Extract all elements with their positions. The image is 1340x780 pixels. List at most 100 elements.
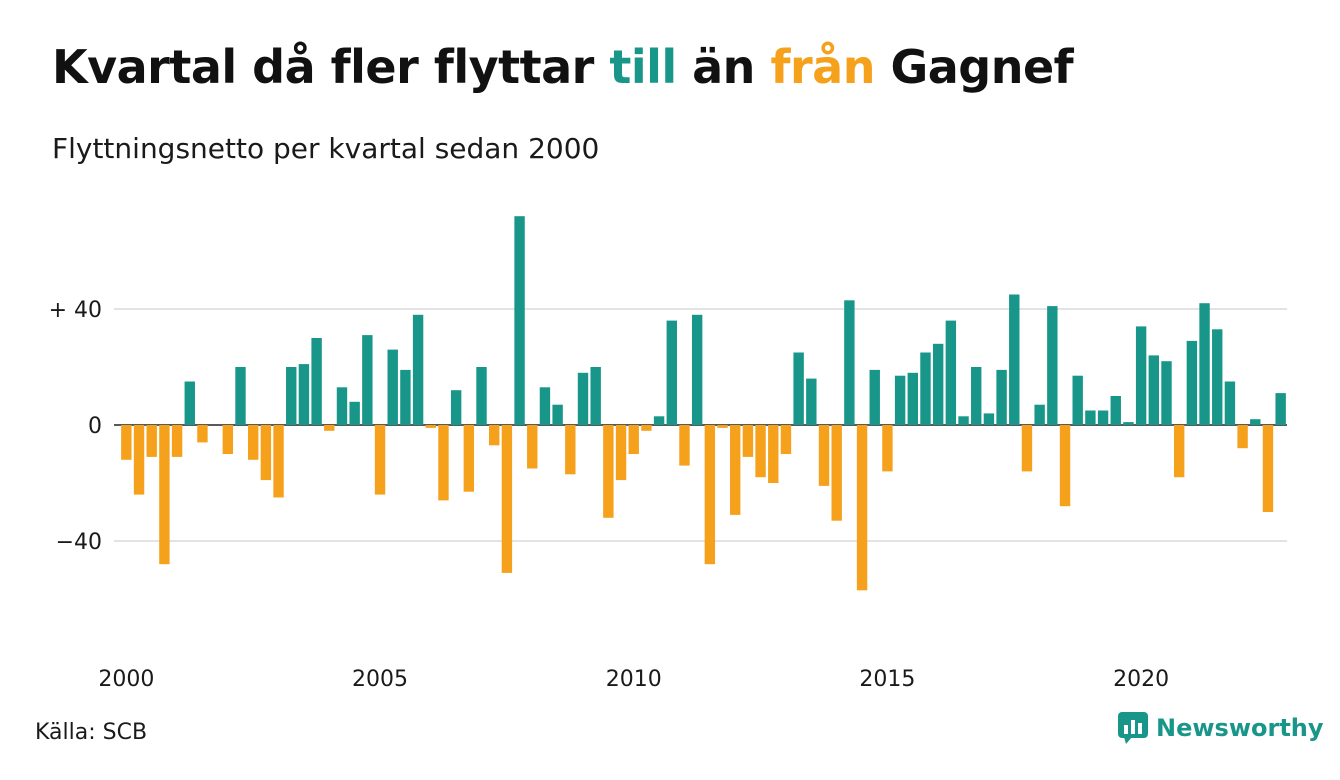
bar [894,375,906,425]
source-note: Källa: SCB [35,720,148,745]
bar [1047,306,1058,425]
bar [121,425,132,460]
bar [1009,294,1020,425]
bar [539,387,551,425]
brand-name: Newsworthy [1156,714,1324,742]
bar [793,352,804,425]
bar [603,425,614,518]
title-word-fran: från [770,40,875,94]
bar [1123,422,1134,425]
bar [489,425,500,446]
y-tick-label: 0 [88,414,102,439]
bar [1148,355,1160,425]
bar [1173,425,1185,478]
bar [527,425,538,469]
bar [920,352,931,425]
bar [869,369,880,425]
bar [247,425,259,460]
bar [565,425,576,475]
bar [387,349,398,425]
bar [133,425,145,495]
bar [197,425,208,443]
bar [1186,340,1198,425]
title-word-till: till [609,40,677,94]
x-tick-label: 2015 [859,667,915,692]
bar [932,343,944,425]
bar [882,425,893,472]
bar [1224,381,1236,425]
bar [628,425,639,454]
bars [121,216,1286,591]
bar [958,416,969,425]
bar [1262,425,1274,512]
bar [425,425,436,428]
bar [222,425,234,454]
bar [945,320,957,425]
bar [146,425,157,457]
bar [1097,410,1109,425]
bar [298,364,310,425]
bar [730,425,741,515]
bar [1212,329,1223,425]
bar [235,367,246,425]
bar [311,338,322,425]
bar [412,314,424,425]
bar [653,416,665,425]
bar [514,216,525,425]
bar-chart: + 40 0 −40 2000 2005 2010 2015 2020 [49,216,1287,692]
bar [260,425,272,481]
bar [806,378,817,425]
x-tick-label: 2020 [1113,667,1169,692]
bar [184,381,195,425]
chart-subtitle: Flyttningsnetto per kvartal sedan 2000 [52,132,600,165]
y-tick-label: −40 [56,530,102,555]
bar [996,369,1007,425]
bar [717,425,728,428]
bar [336,387,348,425]
bar [577,372,589,425]
bar [273,425,284,498]
newsworthy-logo-icon [1118,712,1148,744]
chart-title: Kvartal då fler flyttar till än från Gag… [52,40,1074,94]
bar [641,425,652,431]
bar [907,372,918,425]
bar [1034,404,1045,425]
bar [666,320,677,425]
bar [1021,425,1033,472]
bar [704,425,716,565]
bar [1072,375,1083,425]
bar [780,425,792,454]
bar [324,425,335,431]
bar [691,314,703,425]
bar [1237,425,1248,449]
bar [349,401,360,425]
bar [679,425,690,466]
bar [286,367,297,425]
bar [374,425,386,495]
bar [552,404,563,425]
bar [1085,410,1096,425]
bar [818,425,830,486]
bar [1250,419,1261,425]
bar [844,300,855,425]
x-tick-label: 2000 [98,667,154,692]
bar [768,425,779,483]
bar [1275,393,1286,425]
bar [159,425,170,565]
bar [1059,425,1071,507]
bar [438,425,449,501]
bar [1199,303,1210,425]
bar [742,425,754,457]
bar [1135,326,1147,425]
bar [1161,361,1172,425]
bar [501,425,513,573]
bar [856,425,868,591]
bar [476,367,487,425]
bar [755,425,766,478]
bar [983,413,995,425]
bar [362,335,373,425]
bar [615,425,627,481]
bar [590,367,601,425]
x-tick-label: 2010 [606,667,662,692]
bar [400,369,411,425]
